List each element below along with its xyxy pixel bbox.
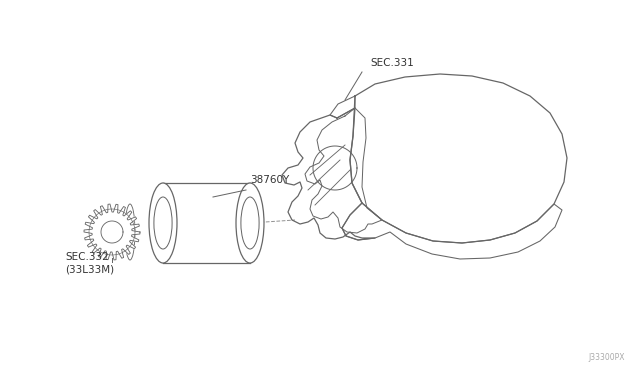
Text: SEC.331: SEC.331 — [370, 58, 413, 68]
Ellipse shape — [125, 204, 135, 260]
Text: J33300PX: J33300PX — [589, 353, 625, 362]
Polygon shape — [84, 204, 140, 260]
Text: 38760Y: 38760Y — [250, 175, 289, 185]
Text: SEC.332
(33L33M): SEC.332 (33L33M) — [65, 252, 114, 275]
Ellipse shape — [149, 183, 177, 263]
Ellipse shape — [236, 183, 264, 263]
